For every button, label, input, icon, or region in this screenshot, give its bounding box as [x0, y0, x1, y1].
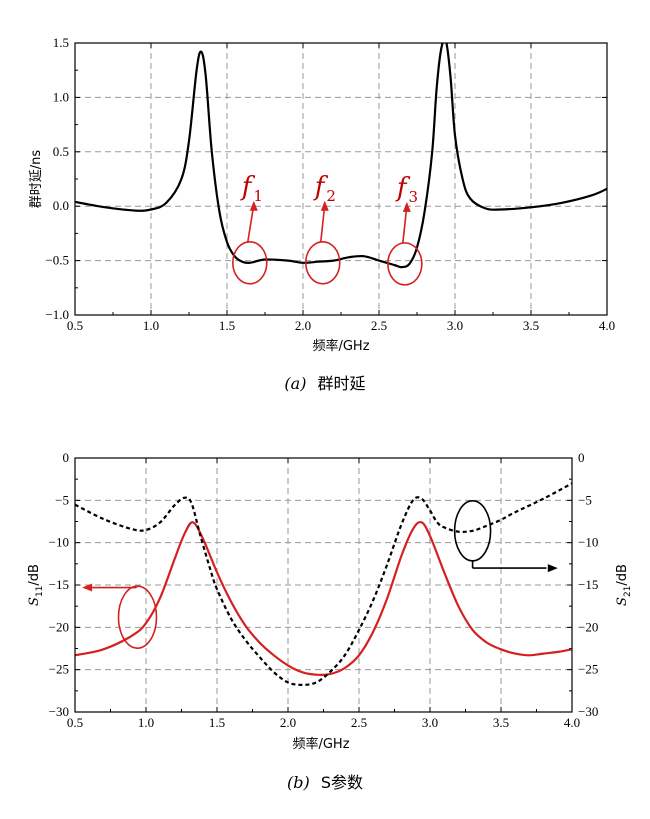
series-line-1	[75, 482, 572, 687]
x-tick-label: 4.0	[564, 715, 580, 730]
chart-s-parameters: 0.5 1.0 1.5 2.0 2.5 3.0 3.5 4.0−30−25−20−15−10−…	[27, 450, 633, 792]
chart-b-caption-text: S参数	[321, 773, 363, 792]
x-tick-label: 1.5	[219, 318, 235, 333]
series-line-0	[75, 520, 572, 676]
chart-b-left-axis-label-unit: /dB	[27, 564, 42, 586]
chart-group-delay: 0.5 1.0 1.5 2.0 2.5 3.0 3.5 4.0 −1.0 −0.5 0.0 0.5 1.…	[29, 35, 615, 393]
x-tick-label: 3.0	[422, 715, 438, 730]
y-tick-label: −20	[49, 619, 69, 634]
chart-b-right-axis-label-main: S	[615, 597, 630, 606]
y-right-tick-label: −10	[578, 535, 598, 550]
x-tick-label: 1.0	[138, 715, 154, 730]
y-tick-label: −0.5	[45, 253, 69, 268]
y-tick-label: 1.5	[53, 35, 69, 50]
y-tick-label: −10	[49, 535, 69, 550]
y-tick-label: −5	[55, 492, 69, 507]
annotation-label-sub: 1	[253, 187, 263, 205]
y-right-tick-label: 0	[578, 450, 585, 465]
x-tick-label: 2.5	[371, 318, 387, 333]
annotation-arrow-f1	[247, 204, 255, 242]
s11-ellipse-marker	[117, 585, 158, 649]
annotation-arrowhead-f1	[249, 200, 258, 211]
chart-b-right-axis-label-sub: 21	[623, 586, 633, 597]
x-tick-label: 2.0	[280, 715, 296, 730]
annotation-arrowhead-f3	[402, 201, 411, 212]
annotation-ellipse-f1	[232, 240, 268, 285]
y-tick-label: 0	[63, 450, 70, 465]
chart-b-caption: (b) S参数	[287, 773, 363, 792]
annotation-arrow-f2	[319, 204, 326, 242]
x-tick-label: 3.5	[493, 715, 509, 730]
x-tick-label: 2.0	[295, 318, 311, 333]
y-right-tick-label: −30	[578, 704, 598, 719]
chart-b-plot-frame	[74, 457, 573, 713]
x-tick-label: 4.0	[599, 318, 615, 333]
y-right-tick-label: −15	[578, 577, 598, 592]
chart-b-left-axis-label-sub: 11	[35, 586, 45, 597]
annotation-label-sub: 2	[326, 187, 336, 205]
chart-a-y-axis-label: 群时延/ns	[29, 150, 44, 209]
chart-a-caption: (a) 群时延	[284, 374, 365, 393]
y-tick-label: −25	[49, 662, 69, 677]
annotation-ellipse-f3	[387, 242, 423, 286]
chart-a-plot-frame	[74, 42, 608, 316]
y-tick-label: 1.0	[53, 89, 69, 104]
x-tick-label: 1.0	[143, 318, 159, 333]
chart-a-x-axis-label: 频率/GHz	[312, 338, 369, 354]
chart-b-right-axis-label-unit: /dB	[615, 564, 630, 586]
annotation-arrow-f3	[402, 205, 408, 243]
chart-a-gridlines	[75, 43, 607, 315]
chart-b-x-axis-label: 频率/GHz	[292, 736, 349, 752]
chart-b-ticks: 0.5 1.0 1.5 2.0 2.5 3.0 3.5 4.0−30−25−20−15−10−…	[49, 450, 599, 730]
chart-b-left-axis-label-main: S	[27, 597, 42, 606]
chart-b-caption-letter: (b)	[287, 773, 310, 792]
chart-a-series	[75, 43, 607, 269]
s11-arrowhead	[82, 583, 93, 592]
chart-a-caption-text: 群时延	[318, 374, 366, 393]
chart-b-annotations	[82, 500, 558, 649]
y-right-tick-label: −25	[578, 662, 598, 677]
y-right-tick-label: −20	[578, 619, 598, 634]
x-tick-label: 2.5	[351, 715, 367, 730]
series-line-0	[75, 43, 607, 269]
x-tick-label: 0.5	[67, 715, 83, 730]
chart-b-series	[75, 482, 572, 687]
s21-arrowhead	[547, 564, 558, 573]
chart-b-left-axis-label: S11/dB	[27, 564, 45, 606]
x-tick-label: 3.5	[523, 318, 539, 333]
x-tick-label: 0.5	[67, 318, 83, 333]
y-right-tick-label: −5	[578, 492, 592, 507]
annotation-ellipse-f2	[304, 240, 341, 285]
y-tick-label: 0.0	[53, 198, 69, 213]
y-tick-label: −30	[49, 704, 69, 719]
annotation-label-sub: 3	[408, 188, 418, 206]
x-tick-label: 3.0	[447, 318, 463, 333]
chart-a-ticks: 0.5 1.0 1.5 2.0 2.5 3.0 3.5 4.0 −1.0 −0.5 0.0 0.5 1.…	[45, 35, 615, 333]
y-tick-label: −1.0	[45, 307, 69, 322]
y-tick-label: 0.5	[53, 144, 69, 159]
chart-b-right-axis-label: S21/dB	[615, 564, 633, 606]
annotation-arrowhead-f2	[320, 200, 329, 211]
chart-a-caption-letter: (a)	[284, 374, 306, 393]
x-tick-label: 1.5	[209, 715, 225, 730]
y-tick-label: −15	[49, 577, 69, 592]
